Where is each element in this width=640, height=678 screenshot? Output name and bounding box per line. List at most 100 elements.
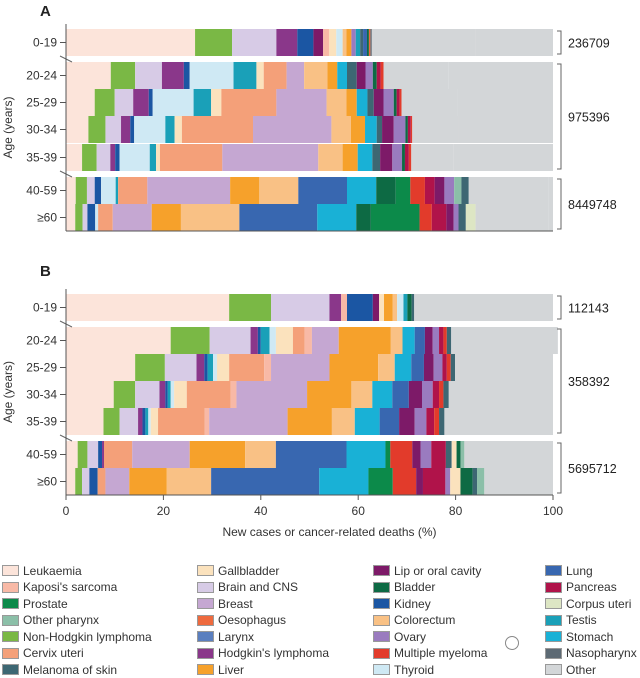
bar-segment-A-0-19-remainder — [475, 29, 553, 56]
legend-label: Testis — [566, 613, 597, 627]
y-tick-label: 20-24 — [26, 69, 57, 83]
bar-segment-A-≥60-12 — [370, 204, 420, 231]
bar-segment-A-0-19-9 — [342, 29, 347, 56]
bar-segment-B-35-39-16 — [414, 408, 427, 435]
bar-segment-A-25-29-0 — [66, 89, 95, 116]
bar-segment-B-30-34-6 — [170, 381, 175, 408]
legend-item: Multiple myeloma — [373, 645, 487, 662]
bar-segment-A-≥60-19 — [475, 204, 549, 231]
legend-item: Larynx — [197, 628, 254, 645]
bar-segment-A-40-59-3 — [94, 177, 102, 204]
bar-segment-B-40-59-16 — [445, 441, 452, 468]
bar-segment-B-≥60-18 — [477, 468, 485, 495]
legend-item: Cervix uteri — [2, 645, 84, 662]
bar-segment-B-35-39-13 — [354, 408, 380, 435]
legend-swatch — [373, 664, 390, 675]
bar-segment-A-35-39-18 — [408, 144, 412, 171]
legend-label: Kidney — [394, 596, 431, 611]
bar-segment-B-≥60-7 — [166, 468, 212, 495]
bar-segment-A-40-59-9 — [259, 177, 299, 204]
y-tick-label: ≥60 — [37, 475, 57, 489]
x-tick-label: 20 — [157, 504, 171, 518]
bar-segment-A-30-34-16 — [405, 116, 408, 143]
bar-segment-A-20-24-0 — [66, 62, 111, 89]
bar-segment-B-25-29-4 — [204, 354, 208, 381]
group-bracket — [557, 295, 562, 320]
group-separator — [66, 171, 554, 177]
group-total-label: 8449748 — [568, 198, 617, 212]
bar-segment-A-≥60-1 — [75, 204, 83, 231]
y-tick-label: 25-29 — [26, 361, 57, 375]
group-total-label: 5695712 — [568, 462, 617, 476]
legend-label: Nasopharynx — [566, 646, 637, 660]
legend-label: Prostate — [23, 596, 68, 611]
legend-item: Oesophagus — [197, 612, 286, 629]
bar-segment-B-≥60-6 — [129, 468, 167, 495]
bar-segment-A-≥60-9 — [239, 204, 318, 231]
bar-segment-B-20-24-10 — [311, 327, 339, 354]
wechat-icon — [505, 636, 519, 650]
bar-segment-A-30-34-remainder — [458, 116, 553, 143]
group-total-label: 236709 — [568, 37, 610, 51]
bar-segment-B-0-19-1 — [229, 294, 272, 321]
bar-segment-A-25-29-4 — [148, 89, 153, 116]
legend-label: Oesophagus — [218, 613, 287, 627]
bar-segment-B-20-24-0 — [66, 327, 171, 354]
bar-segment-B-25-29-20 — [455, 354, 553, 381]
bar-segment-A-40-59-7 — [147, 177, 231, 204]
bar-segment-A-35-39-1 — [82, 144, 97, 171]
bar-segment-A-40-59-11 — [347, 177, 377, 204]
bar-segment-B-40-59-3 — [98, 441, 103, 468]
legend-item: Kaposi's sarcoma — [2, 579, 117, 596]
bar-segment-A-≥60-3 — [87, 204, 96, 231]
bar-segment-A-20-24-18 — [380, 62, 384, 89]
bar-segment-B-25-29-10 — [271, 354, 330, 381]
bar-segment-A-30-34-13 — [376, 116, 383, 143]
bar-segment-A-25-29-11 — [346, 89, 357, 116]
legend-swatch — [373, 631, 390, 642]
bar-segment-B-25-29-7 — [216, 354, 230, 381]
y-tick-label: 35-39 — [26, 415, 57, 429]
legend-item: Kidney — [373, 595, 431, 612]
x-tick-label: 0 — [63, 504, 70, 518]
legend-item: Leukaemia — [2, 562, 82, 579]
bar-segment-A-40-59-17 — [444, 177, 455, 204]
legend-item: Brain and CNS — [197, 579, 298, 596]
bar-segment-A-25-29-6 — [193, 89, 212, 116]
bar-segment-B-40-59-10 — [346, 441, 386, 468]
legend-swatch — [545, 647, 562, 659]
bar-segment-B-20-24-16 — [432, 327, 440, 354]
bar-segment-B-40-59-8 — [245, 441, 276, 468]
legend-swatch — [2, 631, 19, 642]
y-axis-title: Age (years) — [1, 96, 15, 158]
bar-segment-B-25-29-17 — [442, 354, 447, 381]
bar-segment-B-20-24-2 — [209, 327, 251, 354]
bar-segment-B-20-24-9 — [304, 327, 312, 354]
bar-segment-A-≥60-13 — [419, 204, 432, 231]
bar-segment-B-25-29-14 — [411, 354, 424, 381]
group-total-label: 112143 — [568, 302, 609, 316]
bar-segment-B-35-39-8 — [158, 408, 205, 435]
bar-segment-A-35-39-2 — [96, 144, 111, 171]
legend-label: Other pharynx — [23, 613, 100, 627]
bar-segment-A-25-29-2 — [114, 89, 134, 116]
legend-swatch — [545, 664, 562, 675]
bar-segment-A-30-34-8 — [181, 116, 254, 143]
bar-segment-A-20-24-15 — [365, 62, 373, 89]
bar-segment-A-25-29-1 — [94, 89, 115, 116]
legend-swatch — [545, 581, 562, 593]
bar-segment-B-40-59-9 — [275, 441, 347, 468]
bar-segment-A-30-34-5 — [134, 116, 166, 143]
bar-segment-B-0-19-10 — [397, 294, 404, 321]
bar-segment-A-25-29-5 — [152, 89, 194, 116]
bar-segment-A-30-34-11 — [350, 116, 366, 143]
bar-segment-B-40-59-20 — [464, 441, 553, 468]
bar-segment-B-20-24-11 — [338, 327, 391, 354]
bar-segment-A-35-39-16 — [402, 144, 405, 171]
legend-item: Bladder — [373, 579, 435, 596]
bar-segment-B-20-24-3 — [250, 327, 258, 354]
legend-swatch — [373, 614, 390, 626]
bar-segment-A-0-19-2 — [232, 29, 277, 56]
bar-segment-B-35-39-6 — [148, 408, 151, 435]
bar-segment-A-20-24-remainder — [448, 62, 553, 89]
